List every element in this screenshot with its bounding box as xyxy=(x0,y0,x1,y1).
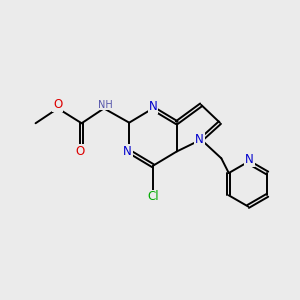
Text: O: O xyxy=(53,98,62,111)
Text: N: N xyxy=(148,100,157,113)
Text: N: N xyxy=(245,153,254,166)
Text: N: N xyxy=(123,145,132,158)
Text: NH: NH xyxy=(98,100,113,110)
Text: N: N xyxy=(195,133,204,146)
Text: Cl: Cl xyxy=(147,190,159,203)
Text: O: O xyxy=(76,145,85,158)
